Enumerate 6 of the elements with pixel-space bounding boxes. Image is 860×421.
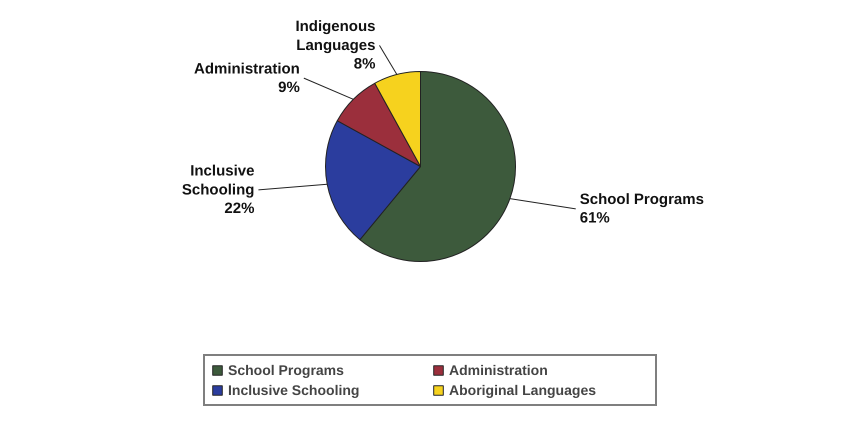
legend-label: Inclusive Schooling bbox=[228, 382, 360, 398]
data-label: Inclusive Schooling 22% bbox=[182, 162, 254, 218]
legend-label: Administration bbox=[449, 362, 549, 378]
legend-label: School Programs bbox=[228, 362, 345, 378]
data-label: School Programs 61% bbox=[580, 190, 704, 227]
legend-label: Aboriginal Languages bbox=[449, 382, 598, 398]
